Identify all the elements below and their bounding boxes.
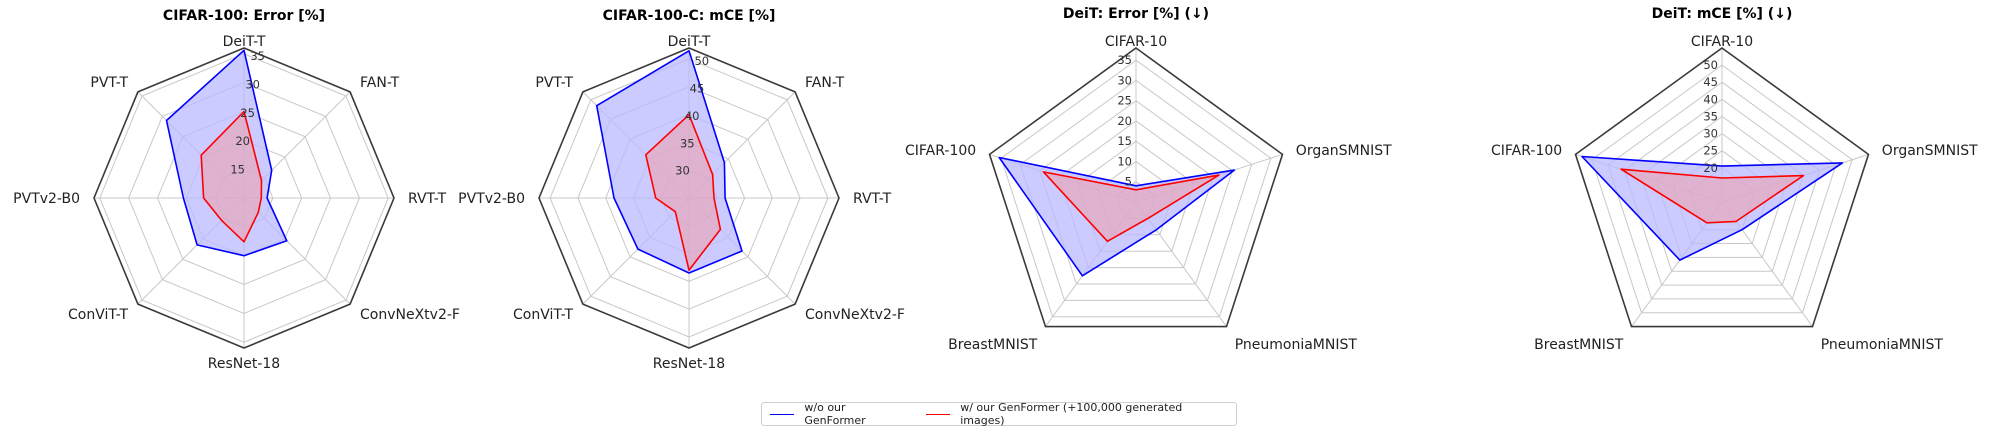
- axis-label-fan-t: FAN-T: [360, 75, 400, 91]
- tick-label: 15: [1117, 134, 1132, 148]
- tick-label: 45: [1703, 75, 1718, 89]
- tick-label: 30: [675, 164, 690, 178]
- legend-label-without: w/o our GenFormer: [804, 401, 866, 427]
- tick-label: 40: [1703, 92, 1718, 106]
- axis-label-deit-t: DeiT-T: [668, 34, 711, 50]
- grid-ring: [1019, 79, 1253, 301]
- axis-label-rvt-t: RVT-T: [408, 191, 447, 207]
- tick-label: 30: [1703, 127, 1718, 141]
- axis-label-cifar-10: CIFAR-10: [1691, 34, 1753, 50]
- axis-label-convit-t: ConViT-T: [68, 307, 128, 323]
- axis-label-pvtv2-b0: PVTv2-B0: [458, 191, 525, 207]
- tick-label: 25: [240, 106, 255, 120]
- legend-item-without: w/o our GenFormer: [770, 401, 904, 427]
- tick-label: 20: [1117, 114, 1132, 128]
- grid-ring: [1000, 59, 1272, 318]
- tick-label: 45: [690, 82, 705, 96]
- grid-ring: [1039, 100, 1233, 285]
- axis-label-pneumoniamnist: PneumoniaMNIST: [1821, 337, 1944, 353]
- tick-label: 35: [250, 49, 265, 63]
- axis-label-pvt-t: PVT-T: [535, 75, 573, 91]
- tick-label: 20: [235, 134, 250, 148]
- axis-label-pneumoniamnist: PneumoniaMNIST: [1235, 337, 1358, 353]
- tick-label: 50: [694, 54, 709, 68]
- legend: w/o our GenFormer w/ our GenFormer (+100…: [761, 401, 1237, 427]
- outer-frame: [1574, 47, 1870, 328]
- tick-label: 35: [1703, 109, 1718, 123]
- tick-label: 30: [1117, 73, 1132, 87]
- radar-chart-2: CIFAR-100-C: mCE [%] 30 35 40 45 50 DeiT-T FAN-…: [458, 8, 905, 372]
- axis-label-breastmnist: BreastMNIST: [948, 337, 1038, 353]
- axis-label-cifar-10: CIFAR-10: [1105, 34, 1167, 50]
- tick-label: 25: [1703, 144, 1718, 158]
- axis-label-resnet-18: ResNet-18: [208, 356, 280, 372]
- axis-label-cifar-100: CIFAR-100: [1491, 143, 1562, 159]
- legend-label-with: w/ our GenFormer (+100,000 generated ima…: [960, 401, 1183, 427]
- chart-title: CIFAR-100-C: mCE [%]: [603, 8, 776, 24]
- outer-frame: [93, 47, 395, 349]
- tick-label: 30: [245, 77, 260, 91]
- chart-title: CIFAR-100: Error [%]: [163, 8, 325, 24]
- grid-ring: [1607, 81, 1837, 300]
- tick-label: 35: [1117, 53, 1132, 67]
- axis-label-convit-t: ConViT-T: [513, 307, 573, 323]
- series-with-genformer: [1042, 171, 1220, 243]
- axis-label-rvt-t: RVT-T: [853, 191, 892, 207]
- chart-title: DeiT: Error [%] (↓): [1063, 6, 1209, 22]
- axis-label-organsmnist: OrganSMNIST: [1296, 143, 1392, 159]
- radar-chart-3: DeiT: Error [%] (↓) 5 10 15 20 25 30 35 CIFAR-10…: [905, 6, 1392, 353]
- grid-ring: [1058, 120, 1214, 269]
- axis-label-organsmnist: OrganSMNIST: [1882, 143, 1978, 159]
- outer-frame: [988, 47, 1284, 328]
- legend-item-with: w/ our GenFormer (+100,000 generated ima…: [925, 401, 1214, 427]
- tick-label: 35: [680, 136, 695, 150]
- axis-label-resnet-18: ResNet-18: [653, 356, 725, 372]
- axis-label-convnextv2-f: ConvNeXtv2-F: [805, 307, 905, 323]
- tick-label: 15: [230, 163, 245, 177]
- grid-ring: [1591, 64, 1853, 314]
- chart-title: DeiT: mCE [%] (↓): [1652, 6, 1793, 22]
- tick-label: 20: [1703, 161, 1718, 175]
- outer-frame: [538, 47, 840, 349]
- axis-label-fan-t: FAN-T: [805, 75, 845, 91]
- axis-label-convnextv2-f: ConvNeXtv2-F: [360, 307, 460, 323]
- series-with-genformer: [1620, 168, 1805, 224]
- grid-ring: [1623, 98, 1821, 286]
- axis-label-deit-t: DeiT-T: [223, 34, 266, 50]
- tick-label: 5: [1125, 175, 1132, 189]
- axis-label-pvt-t: PVT-T: [90, 75, 128, 91]
- legend-line-without: [770, 413, 795, 415]
- tick-label: 10: [1117, 155, 1132, 169]
- axis-label-breastmnist: BreastMNIST: [1534, 337, 1624, 353]
- tick-label: 25: [1117, 94, 1132, 108]
- legend-line-with: [925, 413, 951, 415]
- axis-label-pvtv2-b0: PVTv2-B0: [13, 191, 80, 207]
- axis-label-cifar-100: CIFAR-100: [905, 143, 976, 159]
- radar-chart-4: DeiT: mCE [%] (↓) 20 25 30 35 40 45 50 CIFAR-10 O…: [1491, 6, 1978, 353]
- tick-label: 50: [1703, 58, 1718, 72]
- tick-label: 40: [685, 109, 700, 123]
